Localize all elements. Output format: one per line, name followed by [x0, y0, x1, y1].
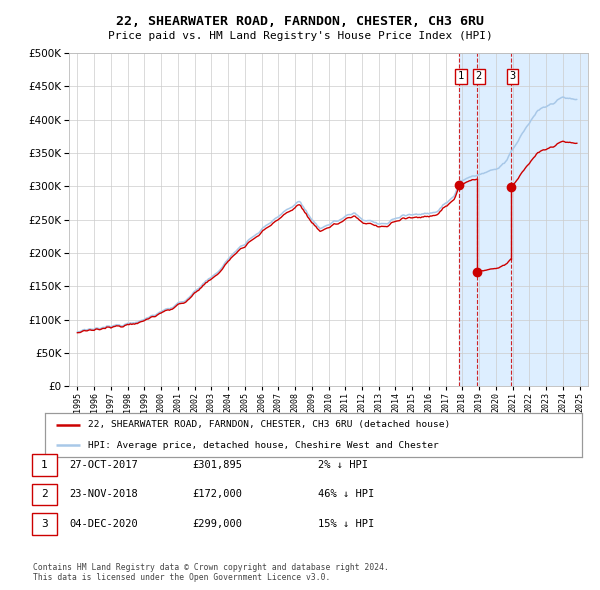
Text: This data is licensed under the Open Government Licence v3.0.: This data is licensed under the Open Gov…: [33, 573, 331, 582]
Text: 2: 2: [476, 71, 482, 81]
Text: 22, SHEARWATER ROAD, FARNDON, CHESTER, CH3 6RU: 22, SHEARWATER ROAD, FARNDON, CHESTER, C…: [116, 15, 484, 28]
Text: 23-NOV-2018: 23-NOV-2018: [69, 490, 138, 499]
Text: 2% ↓ HPI: 2% ↓ HPI: [318, 460, 368, 470]
Text: 22, SHEARWATER ROAD, FARNDON, CHESTER, CH3 6RU (detached house): 22, SHEARWATER ROAD, FARNDON, CHESTER, C…: [88, 421, 450, 430]
Text: 46% ↓ HPI: 46% ↓ HPI: [318, 490, 374, 499]
Text: Contains HM Land Registry data © Crown copyright and database right 2024.: Contains HM Land Registry data © Crown c…: [33, 563, 389, 572]
Text: 27-OCT-2017: 27-OCT-2017: [69, 460, 138, 470]
Text: Price paid vs. HM Land Registry's House Price Index (HPI): Price paid vs. HM Land Registry's House …: [107, 31, 493, 41]
Text: HPI: Average price, detached house, Cheshire West and Chester: HPI: Average price, detached house, Ches…: [88, 441, 439, 450]
Text: 1: 1: [41, 460, 48, 470]
Text: £172,000: £172,000: [192, 490, 242, 499]
Text: 3: 3: [509, 71, 516, 81]
Text: 15% ↓ HPI: 15% ↓ HPI: [318, 519, 374, 529]
Text: 2: 2: [41, 490, 48, 499]
Text: 04-DEC-2020: 04-DEC-2020: [69, 519, 138, 529]
Text: 1: 1: [458, 71, 464, 81]
Bar: [460, 53, 588, 386]
Text: £299,000: £299,000: [192, 519, 242, 529]
Text: 3: 3: [41, 519, 48, 529]
Text: £301,895: £301,895: [192, 460, 242, 470]
